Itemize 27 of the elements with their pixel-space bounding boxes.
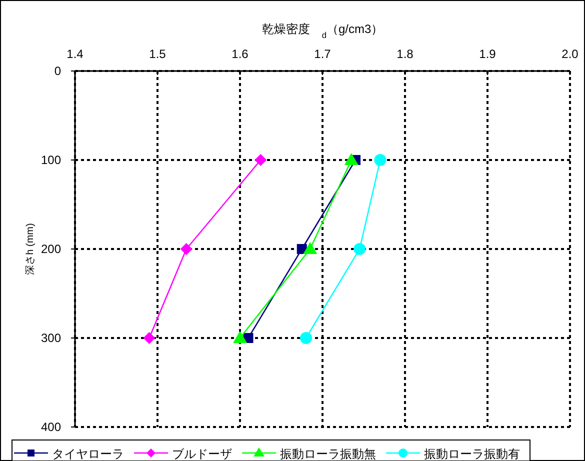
point	[344, 153, 358, 165]
x-tick-label: 1.7	[314, 47, 332, 61]
legend-label: ブルドーザ	[172, 447, 232, 461]
y-tick-label: 200	[40, 242, 62, 256]
point	[374, 154, 386, 166]
y-tick-label: 300	[40, 331, 62, 345]
x-tick-label: 2.0	[562, 47, 579, 61]
point	[254, 154, 267, 166]
point	[354, 243, 366, 255]
point	[233, 331, 247, 343]
legend-label: タイヤローラ	[52, 447, 124, 461]
x-tick-label: 1.9	[479, 47, 496, 61]
x-tick-label: 1.4	[66, 47, 84, 61]
point	[143, 332, 156, 344]
point	[303, 242, 318, 254]
y-axis-title: 深さh (mm)	[24, 223, 36, 275]
point	[300, 332, 312, 344]
y-tick-label: 400	[40, 420, 62, 434]
point	[180, 243, 192, 255]
legend-label: 振動ローラ振動有	[424, 447, 520, 461]
legend-label: 振動ローラ振動無	[280, 447, 376, 461]
y-tick-label: 0	[54, 64, 62, 78]
x-tick-label: 1.8	[396, 47, 414, 61]
x-tick-label: 1.5	[149, 47, 166, 61]
x-tick-label: 1.6	[232, 47, 249, 61]
x-axis-title: 乾燥密度 $_{d}$（g/cm3）	[262, 22, 384, 40]
y-tick-label: 100	[40, 153, 62, 167]
